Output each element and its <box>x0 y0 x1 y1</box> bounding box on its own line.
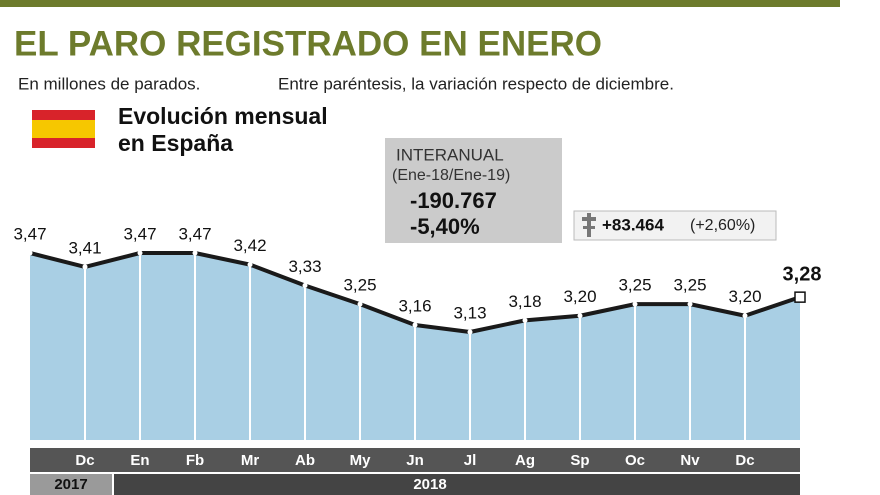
top-rule <box>0 0 840 7</box>
point <box>742 313 748 319</box>
category-band <box>30 448 800 472</box>
year-band <box>30 474 112 495</box>
note: Entre paréntesis, la variación respecto … <box>278 74 674 93</box>
chart-title: EL PARO REGISTRADO EN ENERO <box>14 24 602 63</box>
value-label: 3,28 <box>783 263 822 285</box>
flag-yellow <box>32 120 95 138</box>
point <box>192 250 198 256</box>
change-value: +83.464 <box>602 215 664 234</box>
x-tick-label: Jn <box>406 452 424 469</box>
box-value: -190.767 <box>410 188 497 213</box>
x-tick-label: Dc <box>75 452 94 469</box>
value-label: 3,47 <box>123 224 156 243</box>
value-label: 3,47 <box>178 224 211 243</box>
box-value: -5,40% <box>410 214 480 239</box>
value-label: 3,25 <box>618 276 651 295</box>
x-tick-label: En <box>130 452 149 469</box>
x-tick-label: Ab <box>295 452 315 469</box>
value-label: 3,33 <box>288 257 321 276</box>
year-label: 2018 <box>413 476 446 493</box>
x-tick-label: Nv <box>680 452 700 469</box>
point <box>632 301 638 307</box>
value-label: 3,47 <box>13 224 46 243</box>
box-label: INTERANUAL <box>396 145 504 164</box>
point <box>27 250 33 256</box>
point <box>247 262 253 268</box>
value-label: 3,25 <box>673 276 706 295</box>
x-tick-label: Jl <box>464 452 477 469</box>
value-label: 3,13 <box>453 303 486 322</box>
change-box <box>573 210 777 241</box>
point <box>577 313 583 319</box>
x-tick-label: Sp <box>570 452 589 469</box>
x-tick-label: Mr <box>241 452 259 469</box>
x-tick-label: Dc <box>735 452 754 469</box>
value-label: 3,16 <box>398 297 431 316</box>
point <box>522 317 528 323</box>
x-tick-label: Ag <box>515 452 535 469</box>
point <box>687 301 693 307</box>
value-label: 3,41 <box>68 238 101 257</box>
subtitle: En millones de parados. <box>18 74 200 93</box>
point <box>794 291 806 303</box>
box-label: (Ene-18/Ene-19) <box>392 167 510 184</box>
value-label: 3,25 <box>343 276 376 295</box>
icon-part <box>583 226 595 229</box>
point <box>302 283 308 289</box>
year-label: 2017 <box>54 476 87 493</box>
panel-title: en España <box>118 130 233 156</box>
point <box>412 322 418 328</box>
point <box>467 329 473 335</box>
point <box>82 264 88 270</box>
change-pct: (+2,60%) <box>690 217 755 234</box>
value-label: 3,20 <box>728 287 761 306</box>
icon <box>582 213 596 237</box>
x-tick-label: Fb <box>186 452 204 469</box>
value-label: 3,42 <box>233 236 266 255</box>
interannual-box <box>385 138 562 243</box>
value-label: 3,20 <box>563 287 596 306</box>
point <box>357 301 363 307</box>
year-band <box>114 474 800 495</box>
flag <box>32 110 95 148</box>
icon-part <box>587 213 591 237</box>
panel-title: Evolución mensual <box>118 103 328 129</box>
point <box>137 250 143 256</box>
value-label: 3,18 <box>508 292 541 311</box>
x-tick-label: My <box>350 452 371 469</box>
x-tick-label: Oc <box>625 452 645 469</box>
